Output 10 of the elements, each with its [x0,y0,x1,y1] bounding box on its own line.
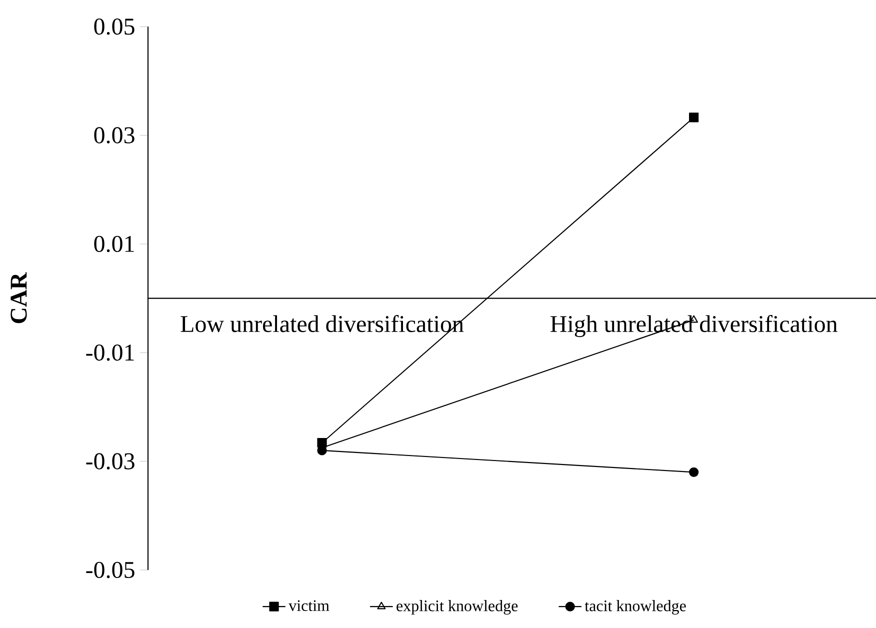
y-axis-title: CAR [10,272,27,324]
legend-label: explicit knowledge [396,600,518,615]
legend-label: tacit knowledge [584,600,686,615]
y-tick-label: 0.03 [94,127,134,144]
y-tick-label: 0.01 [94,236,134,252]
y-tick-label: -0.05 [86,562,134,578]
y-tick-label: 0.05 [94,18,134,35]
y-tick-label: -0.01 [86,344,134,361]
y-tick-label: -0.03 [86,453,134,470]
legend-label: victim [288,600,330,612]
